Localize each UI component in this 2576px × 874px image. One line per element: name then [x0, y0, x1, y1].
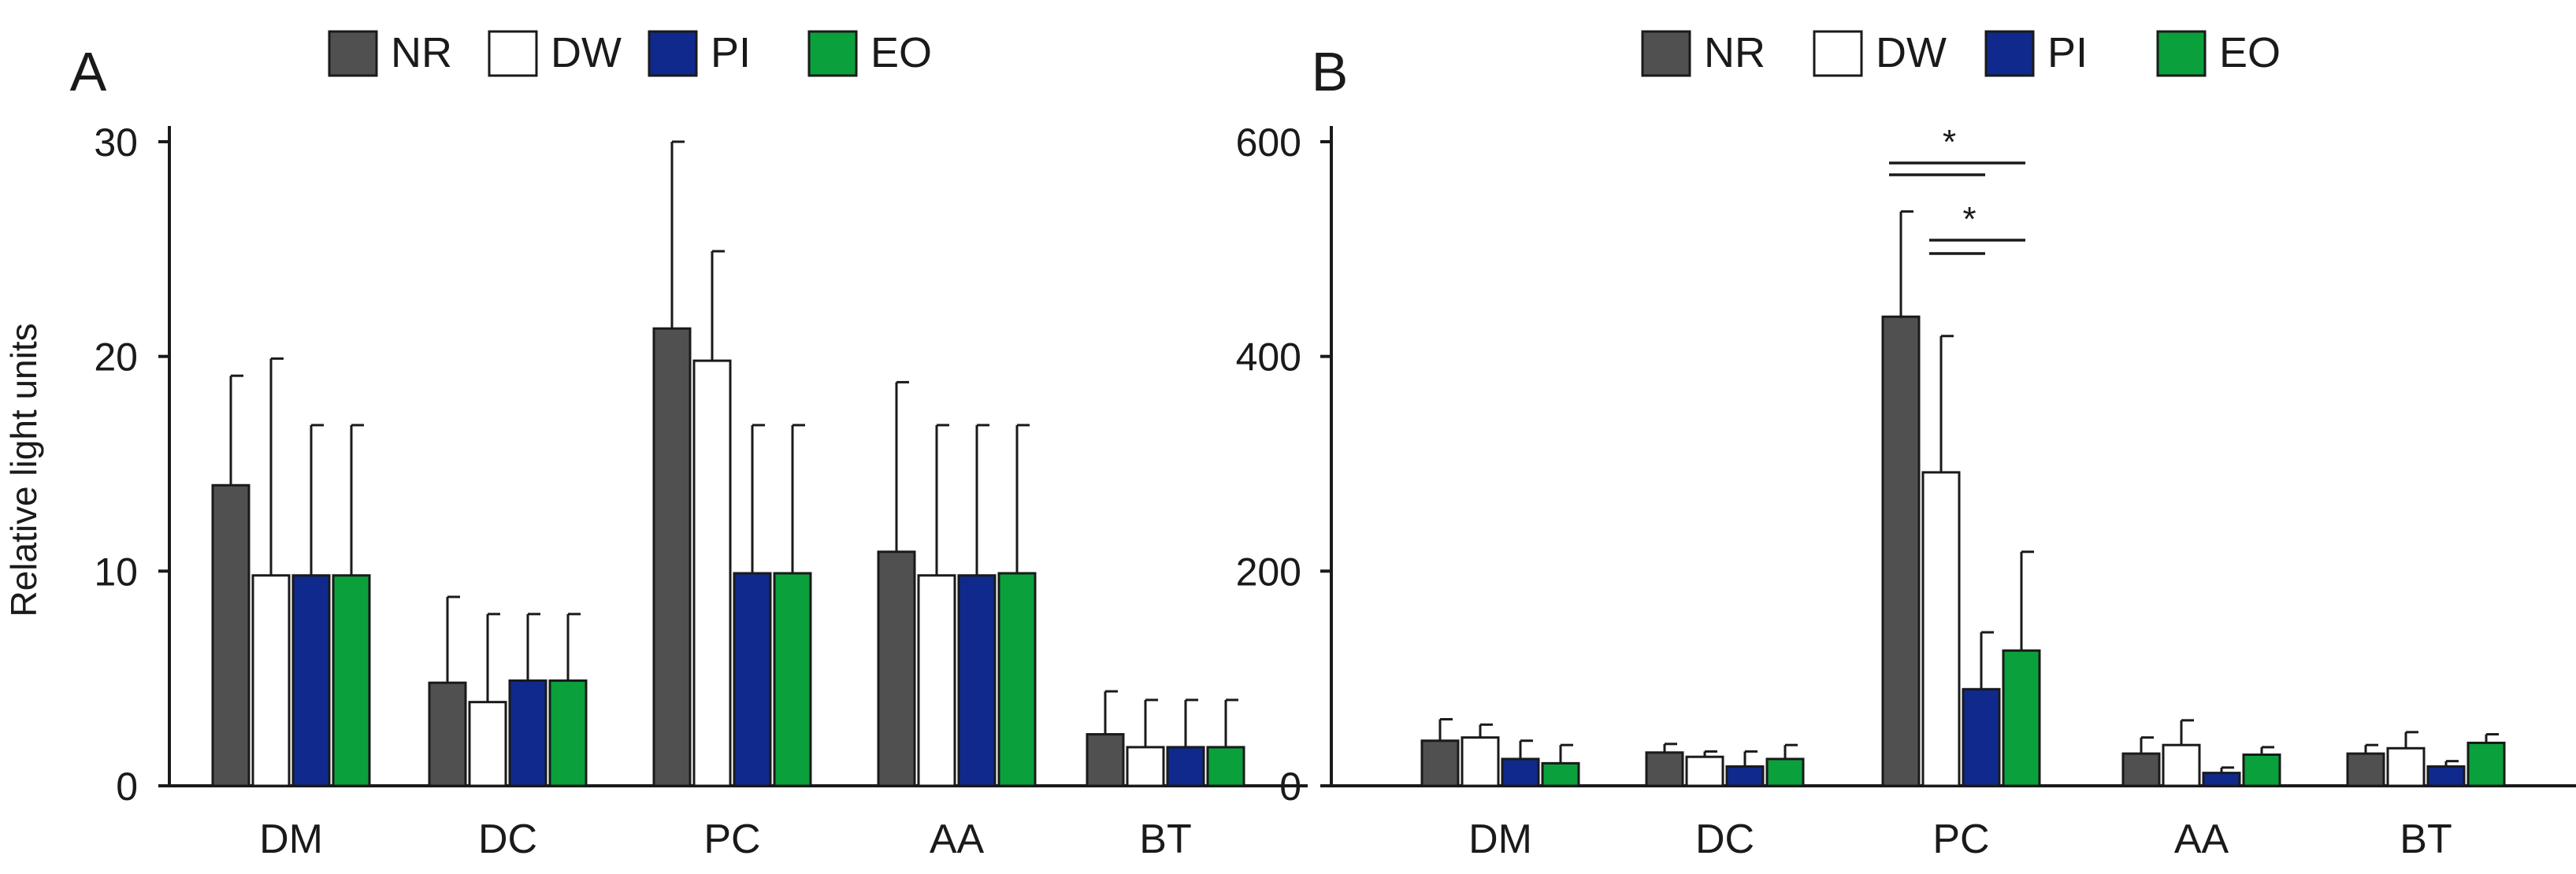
bar-eo-aa	[997, 572, 1037, 787]
bar-dw-bt	[2386, 746, 2426, 787]
legend-swatch-eo	[807, 30, 858, 77]
bar-eo-pc	[773, 572, 812, 787]
legend-label-eo: EO	[870, 29, 932, 76]
bar-dw-dc	[1685, 755, 1724, 787]
legend-label-eo: EO	[2219, 29, 2281, 76]
x-tick-label-pc: PC	[703, 817, 760, 862]
y-tick-label: 30	[94, 120, 138, 165]
bar-pi-dc	[508, 679, 547, 787]
legend-swatch-dw	[1813, 30, 1863, 77]
bar-dw-dc	[468, 701, 507, 787]
x-tick-label-dm: DM	[1468, 817, 1532, 862]
bar-nr-pc	[652, 327, 692, 787]
bar-pi-bt	[2426, 765, 2466, 787]
bar-eo-pc	[2002, 649, 2041, 787]
y-tick-label: 20	[94, 335, 138, 380]
legend-swatch-pi	[1984, 30, 2035, 77]
bar-nr-aa	[877, 550, 916, 787]
significance-label: *	[1962, 200, 1976, 239]
legend: NR DW PI EO	[1641, 29, 2281, 77]
bar-eo-aa	[2242, 753, 2281, 787]
bar-nr-pc	[1881, 315, 1921, 787]
bar-nr-dc	[428, 681, 467, 787]
bar-nr-aa	[2121, 752, 2161, 787]
y-tick-label: 0	[1279, 765, 1301, 809]
bar-pi-dm	[291, 574, 331, 787]
legend-label-dw: DW	[551, 29, 622, 76]
legend-label-nr: NR	[1704, 29, 1765, 76]
bar-dw-aa	[917, 574, 956, 787]
bar-eo-dc	[1765, 757, 1805, 787]
legend-swatch-eo	[2156, 30, 2207, 77]
legend-swatch-nr	[328, 30, 378, 77]
legend-label-pi: PI	[2047, 29, 2088, 76]
panel-label: B	[1312, 41, 1349, 102]
y-tick-label: 0	[116, 765, 138, 809]
x-tick-label-dc: DC	[478, 817, 537, 862]
bar-nr-dc	[1645, 751, 1684, 787]
legend-swatch-pi	[648, 30, 698, 77]
bar-pi-dc	[1725, 765, 1765, 787]
bar-dw-bt	[1126, 746, 1165, 787]
bar-nr-bt	[2346, 752, 2385, 787]
x-tick-label-aa: AA	[930, 817, 985, 862]
bar-dw-pc	[1921, 471, 1961, 787]
legend: NR DW PI EO	[328, 29, 932, 77]
bar-dw-dm	[251, 574, 291, 787]
y-tick-label: 10	[94, 550, 138, 594]
bar-pi-pc	[1962, 687, 2001, 787]
y-tick-label: 400	[1236, 335, 1301, 380]
bar-nr-bt	[1086, 733, 1125, 787]
y-axis-label: Relative light units	[3, 323, 44, 617]
legend-label-pi: PI	[711, 29, 751, 76]
bar-dw-pc	[692, 359, 732, 787]
panel-a: A NR DW PI EO 0 10 20 30 Relative light units DM DC…	[3, 29, 1308, 862]
y-tick-label: 200	[1236, 550, 1301, 594]
bar-eo-dc	[548, 679, 588, 787]
bar-pi-aa	[2202, 772, 2241, 787]
x-tick-label-pc: PC	[1932, 817, 1989, 862]
bar-pi-bt	[1166, 746, 1205, 787]
significance-label: *	[1943, 123, 1956, 161]
bar-nr-dm	[1420, 739, 1460, 787]
bar-pi-dm	[1501, 757, 1540, 787]
bar-eo-bt	[2467, 741, 2506, 787]
x-tick-label-bt: BT	[2400, 817, 2452, 862]
legend-swatch-nr	[1641, 30, 1691, 77]
x-tick-label-dm: DM	[259, 817, 323, 862]
legend-label-nr: NR	[391, 29, 452, 76]
panel-label: A	[70, 41, 107, 102]
bar-eo-bt	[1206, 746, 1245, 787]
x-tick-label-bt: BT	[1139, 817, 1191, 862]
legend-swatch-dw	[488, 30, 538, 77]
bar-pi-pc	[733, 572, 772, 787]
bar-nr-dm	[211, 483, 251, 787]
bar-dw-dm	[1461, 736, 1500, 787]
bar-dw-aa	[2162, 743, 2201, 787]
bar-eo-dm	[1541, 761, 1580, 787]
significance-annotations: **	[1889, 123, 2025, 255]
x-tick-label-aa: AA	[2174, 817, 2229, 862]
x-tick-label-dc: DC	[1695, 817, 1754, 862]
bar-pi-aa	[957, 574, 997, 787]
legend-label-dw: DW	[1876, 29, 1947, 76]
y-tick-label: 600	[1236, 120, 1301, 165]
bar-eo-dm	[332, 574, 371, 787]
